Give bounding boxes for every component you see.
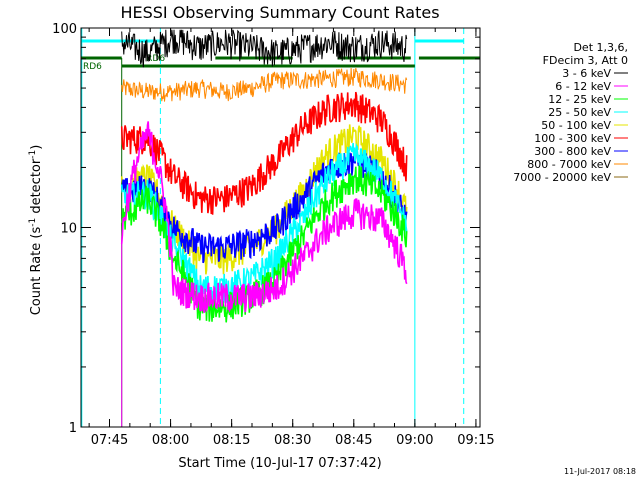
x-tick-label: 08:15 <box>213 433 250 448</box>
x-tick-label: 09:00 <box>396 433 433 448</box>
legend-label: 300 - 800 keV <box>534 145 611 158</box>
footer-timestamp: 11-Jul-2017 08:18 <box>564 467 636 476</box>
annotation-label: RD6 <box>146 54 165 64</box>
y-tick-label: 1 <box>69 421 77 436</box>
chart-title: HESSI Observing Summary Count Rates <box>120 3 439 22</box>
x-tick-label: 09:15 <box>457 433 494 448</box>
y-axis-label: Count Rate (s-1 detector-1) <box>28 145 44 316</box>
y-tick-label: 100 <box>52 22 77 37</box>
y-axis-label-part2: detector <box>29 158 44 218</box>
x-tick-label: 08:00 <box>152 433 189 448</box>
x-tick-label: 07:45 <box>91 433 128 448</box>
x-axis: 07:45 08:00 08:15 08:30 08:45 09:00 09:15 <box>88 28 495 448</box>
x-tick-label: 08:30 <box>274 433 311 448</box>
y-axis: 1 10 100 <box>52 22 480 436</box>
series-line-800to7000keV <box>121 67 408 102</box>
y-axis-label-sup2: -1 <box>28 150 38 159</box>
y-axis-label-sup1: -1 <box>28 218 38 227</box>
legend-label: 3 - 6 keV <box>562 67 611 80</box>
y-axis-label-part1: Count Rate (s <box>29 227 44 316</box>
series-line-3to6keV <box>121 29 408 68</box>
y-tick-label: 10 <box>60 222 77 237</box>
plot-area: RD6 RD6 <box>81 28 480 427</box>
legend-label: 6 - 12 keV <box>555 80 611 93</box>
x-axis-label: Start Time (10-Jul-17 07:37:42) <box>178 456 381 471</box>
legend-header: FDecim 3, Att 0 <box>543 54 628 67</box>
y-axis-label-part3: ) <box>29 145 44 150</box>
annotation-label: RD6 <box>83 62 102 72</box>
legend-label: 7000 - 20000 keV <box>513 171 611 184</box>
legend-label: 50 - 100 keV <box>541 119 611 132</box>
legend-label: 800 - 7000 keV <box>527 158 611 171</box>
series-line-6to12keV <box>120 121 408 314</box>
series-line-100to300keV <box>120 91 408 215</box>
x-tick-label: 08:45 <box>335 433 372 448</box>
legend-header: Det 1,3,6, <box>573 41 628 54</box>
legend-label: 25 - 50 keV <box>548 106 611 119</box>
legend-label: 12 - 25 keV <box>548 93 611 106</box>
legend-label: 100 - 300 keV <box>534 132 611 145</box>
